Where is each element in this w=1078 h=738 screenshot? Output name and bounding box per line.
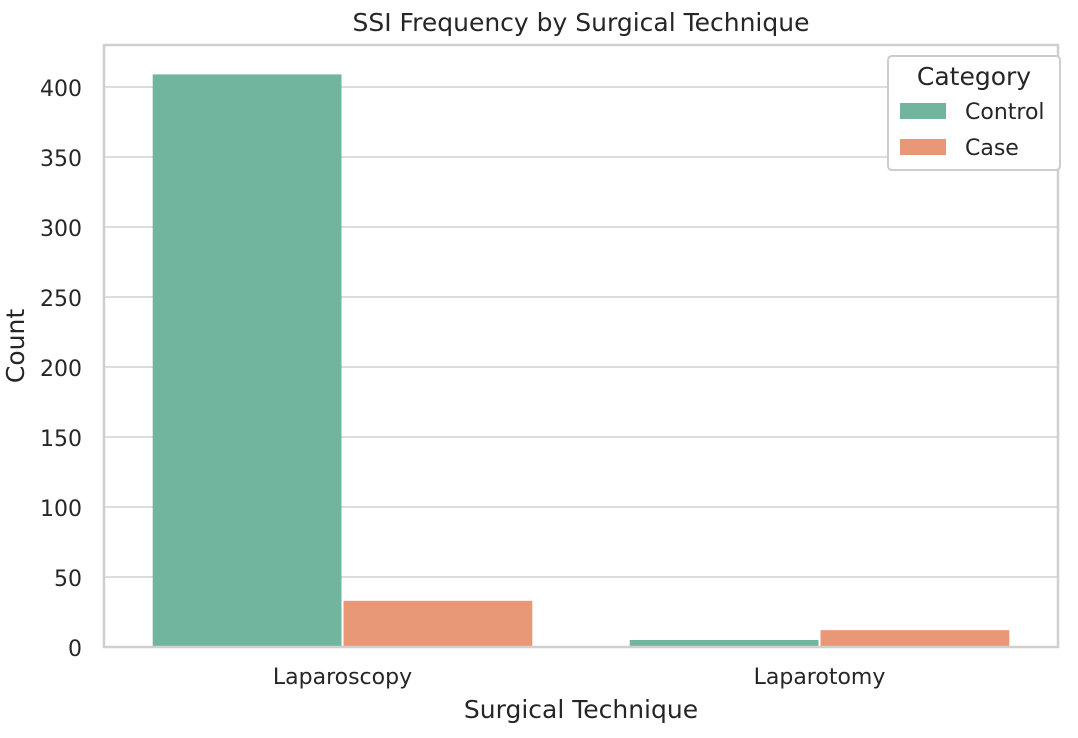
y-tick-label: 350 [40, 147, 82, 172]
x-tick-label: Laparotomy [754, 665, 886, 690]
bar [629, 640, 819, 647]
legend-label: Case [965, 136, 1019, 161]
bar [820, 630, 1010, 647]
y-tick-label: 300 [40, 217, 82, 242]
chart-title: SSI Frequency by Surgical Technique [353, 8, 810, 37]
y-tick-label: 250 [40, 287, 82, 312]
y-tick-labels: 0 50 100 150 200 250 300 350 400 [40, 77, 82, 662]
x-tick-label: Laparoscopy [273, 665, 412, 690]
bar [343, 600, 533, 647]
legend-items: Control Case [900, 100, 1045, 161]
bars [152, 74, 1010, 647]
plot-frame [102, 43, 1060, 649]
y-tick-label: 200 [40, 357, 82, 382]
legend: Category Control Case [887, 55, 1061, 171]
legend-swatch [900, 103, 946, 119]
legend-title: Category [917, 62, 1031, 91]
bar [152, 74, 342, 647]
y-tick-label: 150 [40, 427, 82, 452]
legend-swatch [900, 139, 946, 155]
y-tick-label: 50 [54, 567, 82, 592]
x-axis-label: Surgical Technique [464, 695, 698, 724]
y-tick-label: 100 [40, 497, 82, 522]
y-tick-label: 400 [40, 77, 82, 102]
y-axis-label: Count [1, 309, 30, 383]
legend-label: Control [965, 100, 1045, 125]
y-tick-label: 0 [68, 637, 82, 662]
x-tick-labels: Laparoscopy Laparotomy [273, 665, 885, 690]
